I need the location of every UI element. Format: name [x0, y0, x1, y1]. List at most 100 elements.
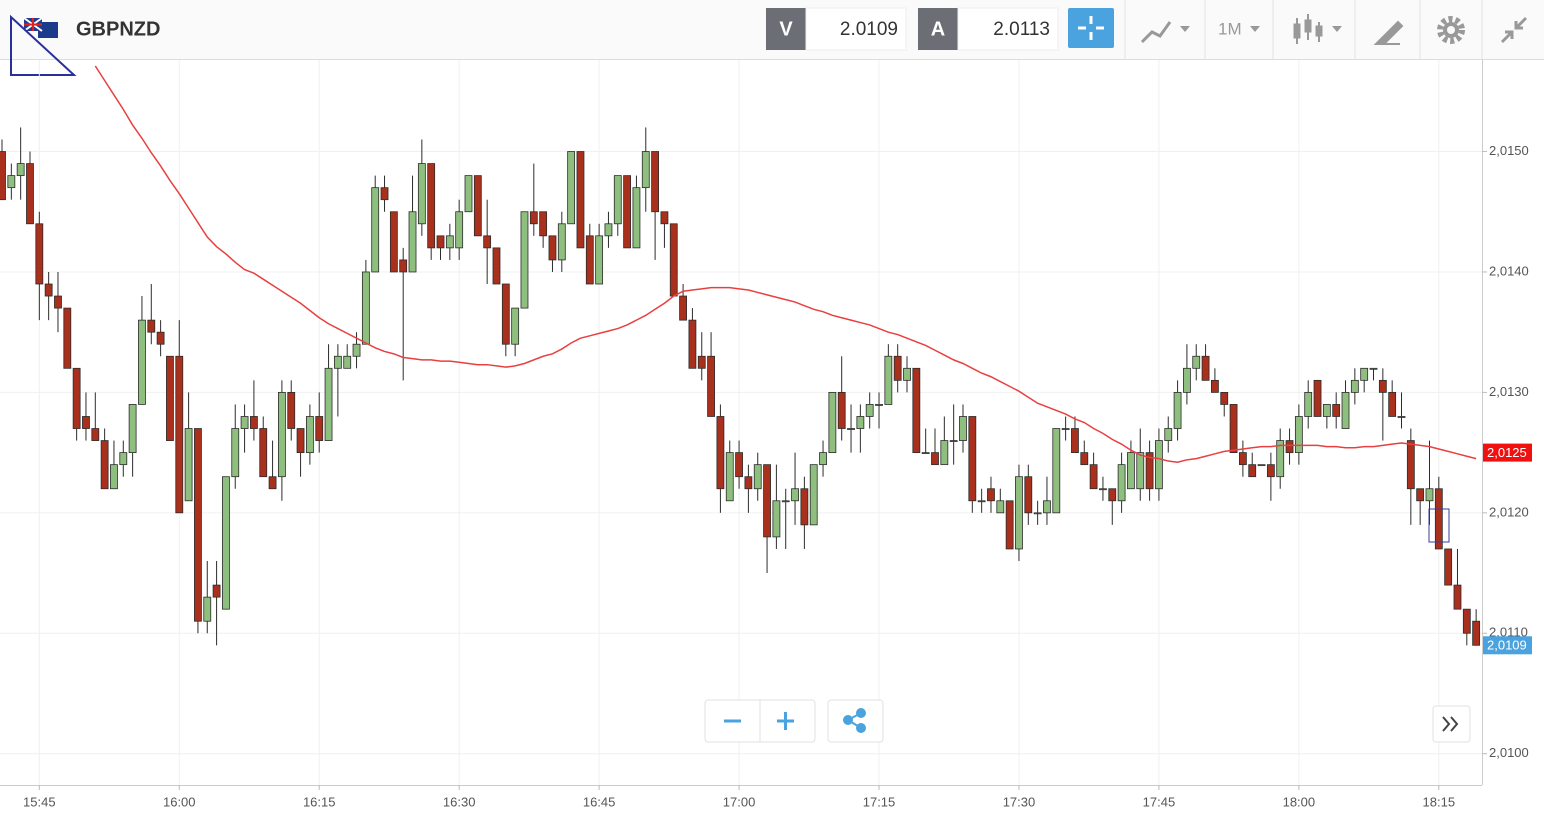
candle-type-button[interactable]	[1293, 14, 1342, 44]
candle-body	[791, 488, 799, 502]
x-tick-label: 16:00	[163, 794, 196, 809]
symbol: GBPNZD	[76, 18, 160, 40]
timeframe[interactable]: 1M	[1218, 19, 1242, 38]
candle-body	[1211, 379, 1219, 393]
candle-body	[7, 175, 16, 189]
bid-button[interactable]	[766, 8, 806, 50]
candle-body	[1276, 440, 1285, 478]
candle-body	[371, 187, 380, 273]
y-tick-label: 2,0110	[1489, 625, 1528, 640]
candle-body	[54, 295, 62, 309]
candle-body	[613, 175, 622, 225]
zoom-in-button[interactable]	[777, 712, 794, 730]
candle-body	[464, 175, 473, 213]
candle-body	[483, 235, 492, 249]
candle-body	[1313, 379, 1322, 417]
candle-body	[492, 247, 501, 285]
settings-button[interactable]	[1437, 16, 1465, 44]
candle-body	[1015, 476, 1023, 550]
candle-body	[800, 488, 809, 526]
share-button[interactable]	[843, 708, 866, 733]
candle-body	[1248, 464, 1257, 478]
candle-body	[548, 235, 557, 261]
candle-body	[819, 452, 827, 466]
candle-body	[1462, 608, 1471, 634]
candle-body	[222, 476, 230, 610]
candle-body	[595, 235, 604, 285]
candle-body	[1192, 355, 1201, 369]
candle-body	[1397, 416, 1406, 418]
crosshair-icon	[1078, 16, 1104, 40]
candle-body	[408, 211, 417, 273]
candle-body	[651, 151, 659, 213]
candle-body	[585, 235, 594, 285]
candle-body	[1322, 404, 1331, 417]
candle-body	[931, 452, 939, 466]
candle-body	[315, 416, 324, 441]
plot-area	[0, 65, 1481, 646]
y-tick-label: 2,0150	[1489, 143, 1529, 158]
candle-body	[389, 211, 398, 273]
cursor-box	[1428, 508, 1450, 543]
x-tick-label: 17:00	[723, 794, 756, 809]
bid-price: 2.0109	[840, 19, 898, 40]
candle-body	[707, 355, 715, 417]
chart-type-button[interactable]	[1140, 21, 1190, 44]
x-tick-label: 17:15	[863, 794, 896, 809]
x-tick-label: 16:30	[443, 794, 476, 809]
candle-body	[996, 500, 1005, 514]
candle-body	[912, 367, 921, 454]
candle-body	[744, 476, 753, 490]
scroll-box	[1432, 705, 1471, 743]
candle-body	[1145, 452, 1154, 490]
candle-body	[1238, 452, 1247, 466]
draw-button[interactable]	[1373, 20, 1404, 45]
candle-body	[716, 416, 725, 490]
candle-body	[128, 404, 137, 454]
candle-body	[1350, 379, 1359, 393]
candle-body	[1388, 391, 1397, 417]
candle-body	[63, 307, 72, 369]
candle-body	[772, 500, 781, 538]
candle-body	[1285, 440, 1294, 454]
ask-button[interactable]	[918, 8, 958, 50]
candle-body	[511, 307, 520, 345]
candle-body	[0, 151, 6, 201]
candle-body	[296, 428, 305, 454]
share-box	[827, 699, 884, 743]
candle-body	[1416, 488, 1425, 502]
candle-body	[138, 319, 146, 405]
candle-body	[1164, 428, 1173, 441]
candle-body	[1360, 367, 1369, 381]
candle-body	[632, 187, 641, 249]
candle-body	[809, 464, 818, 526]
candle-body	[725, 452, 734, 502]
candle-body	[380, 187, 389, 201]
x-tick-label: 18:00	[1283, 794, 1316, 809]
candle-body	[1369, 367, 1378, 370]
candle-body	[781, 500, 790, 503]
candle-body	[166, 355, 174, 441]
price-tag-label: 2,0109	[1487, 638, 1527, 653]
candle-body	[1304, 391, 1313, 417]
candle-body	[529, 211, 538, 225]
candle-body	[1472, 620, 1481, 646]
candle-body	[1127, 452, 1135, 490]
scroll-end-button[interactable]	[1442, 716, 1459, 732]
candle-body	[1257, 464, 1266, 467]
candle-body	[697, 355, 706, 369]
ask-box	[957, 7, 1059, 51]
price-tag-label: 2,0125	[1487, 445, 1527, 460]
candle-body	[436, 235, 445, 249]
candle-body	[194, 428, 202, 622]
collapse-button[interactable]	[1500, 16, 1528, 44]
candle-body	[324, 367, 333, 441]
candle-body	[259, 428, 268, 478]
candle-body	[828, 391, 837, 454]
candle-body	[977, 500, 986, 503]
candle-body	[1425, 488, 1434, 502]
crosshair-button[interactable]	[1068, 8, 1114, 48]
candle-body	[305, 416, 314, 454]
